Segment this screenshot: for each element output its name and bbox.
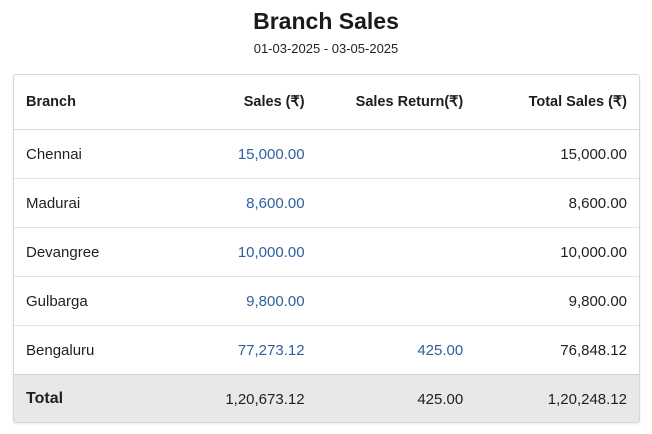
sales-return-link (316, 276, 476, 326)
page-title: Branch Sales (253, 8, 399, 34)
sales-return-link (316, 129, 476, 179)
branch-name: Madurai (14, 178, 168, 228)
total-sales-value: 8,600.00 (475, 178, 639, 228)
sales-return-link (316, 227, 476, 277)
table-row: Gulbarga 9,800.00 9,800.00 (14, 276, 639, 326)
sales-return-link[interactable]: 425.00 (417, 341, 464, 359)
column-header-branch: Branch (14, 75, 168, 130)
total-sales: 1,20,673.12 (167, 374, 317, 422)
branch-name: Chennai (14, 129, 168, 179)
column-header-total-sales: Total Sales (₹) (475, 75, 639, 130)
branch-sales-table: Branch Sales (₹) Sales Return(₹) Total S… (13, 74, 640, 423)
total-sales-return: 425.00 (316, 374, 476, 422)
table-row: Chennai 15,000.00 15,000.00 (14, 129, 639, 179)
table-header-row: Branch Sales (₹) Sales Return(₹) Total S… (14, 75, 639, 130)
table-row: Madurai 8,600.00 8,600.00 (14, 178, 639, 228)
sales-link[interactable]: 10,000.00 (167, 227, 317, 277)
grand-total-sales: 1,20,248.12 (475, 374, 639, 422)
table-total-row: Total 1,20,673.12 425.00 1,20,248.12 (14, 374, 639, 422)
branch-name: Bengaluru (26, 341, 95, 359)
table-row: Bengaluru 77,273.12 425.00 76,848.12 (14, 326, 639, 375)
sales-link[interactable]: 8,600.00 (167, 178, 317, 228)
sales-link[interactable]: 77,273.12 (237, 341, 305, 359)
branch-name: Gulbarga (14, 276, 168, 326)
branch-name: Devangree (14, 227, 168, 277)
total-label: Total (14, 374, 168, 422)
date-range: 01-03-2025 - 03-05-2025 (253, 41, 399, 56)
sales-link[interactable]: 9,800.00 (167, 276, 317, 326)
sales-link[interactable]: 15,000.00 (167, 129, 317, 179)
column-header-sales: Sales (₹) (167, 75, 317, 130)
sales-return-link (316, 178, 476, 228)
total-sales-value: 76,848.12 (560, 341, 627, 359)
table-row: Devangree 10,000.00 10,000.00 (14, 227, 639, 277)
total-sales-value: 9,800.00 (475, 276, 639, 326)
total-sales-value: 15,000.00 (475, 129, 639, 179)
total-sales-value: 10,000.00 (475, 227, 639, 277)
column-header-sales-return: Sales Return(₹) (316, 75, 476, 130)
